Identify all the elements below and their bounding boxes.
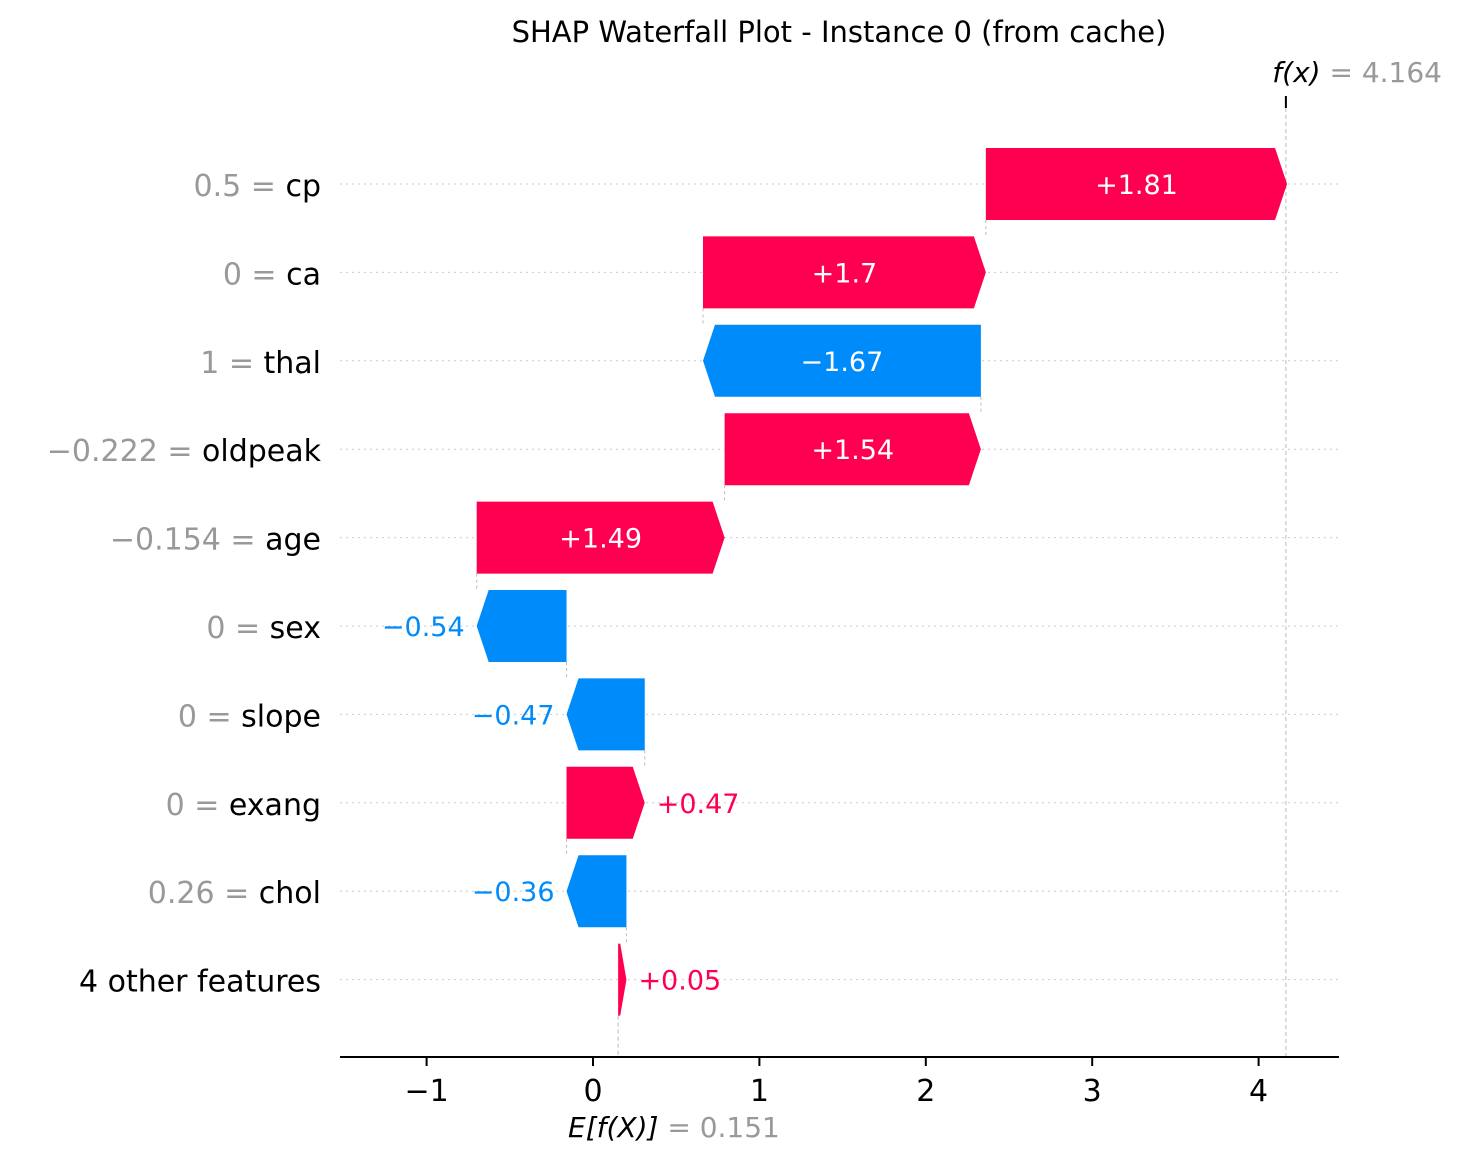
waterfall-bars xyxy=(476,148,1288,1016)
feature-label: −0.222 = oldpeak xyxy=(47,434,322,469)
connector-lines xyxy=(476,96,1287,1057)
chart-title: SHAP Waterfall Plot - Instance 0 (from c… xyxy=(512,15,1167,49)
feature-label: 0.26 = chol xyxy=(148,876,321,911)
x-tick-label: 1 xyxy=(750,1074,769,1109)
feature-value: 0 = xyxy=(206,611,269,646)
feature-value: 0.5 = xyxy=(194,169,286,204)
output-value-label: f(x) xyxy=(1272,56,1329,89)
bar-age xyxy=(476,501,725,574)
bar-value-label: −1.67 xyxy=(801,347,884,378)
bar-value-label: +1.81 xyxy=(1095,170,1178,201)
bar-value-label: +1.7 xyxy=(812,258,878,289)
feature-value: 0.26 = xyxy=(148,876,259,911)
value-annotations: +1.81 +1.7 −1.67 +1.54 +1.49 −0.54 −0.47 +0.47 −… xyxy=(382,56,1442,1144)
feature-name: age xyxy=(265,523,321,558)
feature-name: chol xyxy=(259,876,321,911)
x-tick-label: 2 xyxy=(916,1074,935,1109)
feature-value: 0 = xyxy=(166,788,229,823)
feature-label: 4 other features xyxy=(79,965,321,1000)
bar-thal xyxy=(702,324,981,397)
feature-label: 0 = sex xyxy=(206,611,321,646)
bar-value-label: −0.54 xyxy=(382,612,465,643)
feature-name: exang xyxy=(229,788,321,823)
base-value-annotation: E[f(X)] = 0.151 xyxy=(568,1111,780,1144)
feature-value: −0.154 = xyxy=(110,523,265,558)
feature-label: 0 = slope xyxy=(178,699,321,734)
base-value-text: = 0.151 xyxy=(667,1111,780,1144)
output-value-annotation: f(x) = 4.164 xyxy=(1272,56,1442,89)
bar-ca xyxy=(702,236,986,309)
bar-oldpeak xyxy=(724,413,981,486)
bar-sex xyxy=(476,590,567,662)
feature-value: −0.222 = xyxy=(47,434,202,469)
feature-label: 0 = ca xyxy=(223,257,321,292)
x-tick-label: 0 xyxy=(583,1074,602,1109)
feature-name: sex xyxy=(270,611,321,646)
feature-name: ca xyxy=(286,257,321,292)
feature-name: thal xyxy=(264,346,322,381)
feature-value: 0 = xyxy=(178,699,241,734)
bar-value-label: −0.47 xyxy=(472,700,555,731)
feature-name: slope xyxy=(241,699,321,734)
feature-value: 1 = xyxy=(200,346,263,381)
x-axis: −1 0 1 2 3 4 xyxy=(340,1056,1339,1109)
base-value-label: E[f(X)] xyxy=(568,1111,667,1144)
output-value-text: = 4.164 xyxy=(1329,56,1442,89)
feature-label: 0.5 = cp xyxy=(194,169,321,204)
bar-slope xyxy=(566,678,645,751)
feature-label: 1 = thal xyxy=(200,346,321,381)
bar-cp xyxy=(985,148,1288,220)
feature-label: −0.154 = age xyxy=(110,523,321,558)
bar-value-label: +1.54 xyxy=(811,435,894,466)
feature-name: cp xyxy=(285,169,321,204)
bar-value-label: +1.49 xyxy=(559,524,642,555)
x-tick-label: 3 xyxy=(1083,1074,1102,1109)
bar-value-label: +0.05 xyxy=(638,966,721,997)
bar-chol xyxy=(566,855,627,928)
feature-label: 0 = exang xyxy=(166,788,321,823)
bar-value-label: −0.36 xyxy=(472,877,555,908)
feature-name: oldpeak xyxy=(202,434,322,469)
x-tick-label: −1 xyxy=(404,1074,448,1109)
bar-exang xyxy=(566,766,645,839)
feature-name: 4 other features xyxy=(79,965,321,1000)
bar-value-label: +0.47 xyxy=(657,789,740,820)
x-tick-label: 4 xyxy=(1249,1074,1268,1109)
feature-value: 0 = xyxy=(223,257,286,292)
feature-labels: 0.5 = cp0 = ca1 = thal−0.222 = oldpeak−0… xyxy=(47,169,322,1000)
bar-4-other-features xyxy=(618,943,627,1016)
